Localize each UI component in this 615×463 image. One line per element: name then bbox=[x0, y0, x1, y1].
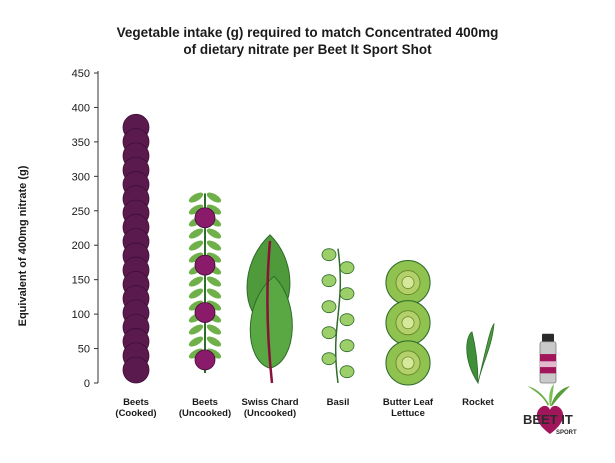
bar-beets-uncooked-leaf bbox=[188, 300, 204, 311]
bar-beets-cooked-segment bbox=[122, 356, 150, 384]
x-tick-label-line1: Butter Leaf bbox=[382, 397, 434, 408]
y-tick-label: 300 bbox=[72, 171, 90, 183]
bar-basil-leaf bbox=[339, 339, 355, 353]
bar-beets-uncooked-leaf bbox=[206, 336, 222, 347]
x-tick-label-line1: Rocket bbox=[462, 397, 494, 408]
beet-heart-icon bbox=[536, 405, 564, 434]
y-tick-label: 150 bbox=[72, 275, 90, 287]
bar-basil-leaf bbox=[321, 300, 337, 314]
x-tick-label-line1: Swiss Chard bbox=[241, 397, 299, 408]
bar-sport-shot-cap bbox=[542, 333, 554, 342]
bar-basil-leaf bbox=[339, 287, 355, 301]
x-tick-label: Beets (Uncooked) bbox=[160, 397, 250, 419]
bar-basil-leaf bbox=[321, 274, 337, 288]
bar-butter-lettuce-core bbox=[401, 356, 415, 370]
x-tick-label: Butter Leaf Lettuce bbox=[363, 397, 453, 419]
y-tick-label: 400 bbox=[72, 102, 90, 114]
bar-beets-uncooked-bulb bbox=[194, 349, 216, 371]
bar-beets-uncooked-leaf bbox=[188, 204, 204, 215]
bar-beets-uncooked-leaf bbox=[188, 252, 204, 263]
bar-rocket-leaf bbox=[477, 322, 495, 384]
x-tick-label-line1: Beets bbox=[123, 397, 149, 408]
y-tick-label: 450 bbox=[72, 68, 90, 80]
bar-rocket-leaf bbox=[466, 331, 479, 385]
bar-beets-uncooked-leaf bbox=[206, 276, 222, 287]
beet-it-sport-logo: BEET IT SPORT bbox=[523, 384, 577, 436]
bar-basil-leaf bbox=[321, 352, 337, 366]
bar-beets-uncooked-leaf bbox=[188, 336, 204, 347]
bar-beets-uncooked-leaf bbox=[188, 288, 204, 299]
bar-beets-uncooked-leaf bbox=[206, 288, 222, 299]
x-tick-label-line2: (Uncooked) bbox=[178, 408, 232, 419]
bar-beets-uncooked-leaf bbox=[188, 276, 204, 287]
y-tick-label: 350 bbox=[72, 137, 90, 149]
bar-sport-shot-label-band bbox=[540, 361, 556, 368]
x-tick-label: Swiss Chard (Uncooked) bbox=[225, 397, 315, 419]
bar-swiss-chard-stem bbox=[266, 240, 274, 384]
x-tick-label: Beets (Cooked) bbox=[91, 397, 181, 419]
bar-beets-uncooked-leaf bbox=[188, 192, 204, 203]
y-tick-label: 0 bbox=[84, 378, 90, 390]
logo-sub-text: SPORT bbox=[556, 430, 577, 436]
bar-basil-leaf bbox=[339, 261, 355, 275]
x-tick-label-line1: Basil bbox=[326, 397, 350, 408]
y-tick-label: 100 bbox=[72, 309, 90, 321]
beet-leaves-icon bbox=[528, 384, 570, 406]
chart-title-line2: of dietary nitrate per Beet It Sport Sho… bbox=[183, 42, 432, 57]
bar-beets-uncooked-bulb bbox=[194, 254, 216, 276]
bar-beets-uncooked-bulb bbox=[194, 207, 216, 229]
bar-beets-uncooked-leaf bbox=[206, 192, 222, 203]
bar-basil-leaf bbox=[321, 326, 337, 340]
y-tick-label: 250 bbox=[72, 206, 90, 218]
x-tick-label-line2: (Cooked) bbox=[115, 408, 157, 419]
x-tick-label-line2: Lettuce bbox=[391, 408, 425, 419]
bar-beets-uncooked-leaf bbox=[206, 252, 222, 263]
y-tick-label: 50 bbox=[78, 344, 90, 356]
bar-beets-uncooked-leaf bbox=[206, 300, 222, 311]
bar-beets-uncooked-bulb bbox=[194, 302, 216, 323]
bar-basil-leaf bbox=[339, 313, 355, 327]
bar-beets-uncooked-leaf bbox=[188, 240, 204, 251]
bar-basil-leaf bbox=[339, 365, 355, 379]
bar-basil-leaf bbox=[321, 248, 337, 262]
bar-basil-stem bbox=[335, 248, 341, 384]
bar-butter-lettuce-core bbox=[401, 276, 415, 289]
bar-beets-uncooked-leaf bbox=[206, 228, 222, 239]
bar-beets-uncooked-leaf bbox=[206, 240, 222, 251]
x-tick-label-line1: Beets bbox=[192, 397, 218, 408]
bar-butter-lettuce-core bbox=[401, 316, 415, 330]
logo-brand-text: BEET IT bbox=[523, 412, 573, 427]
bar-beets-uncooked-leaf bbox=[206, 324, 222, 335]
bar-beets-uncooked-leaf bbox=[188, 324, 204, 335]
bar-beets-uncooked-leaf bbox=[206, 204, 222, 215]
chart-title-line1: Vegetable intake (g) required to match C… bbox=[116, 25, 499, 40]
y-tick-label: 200 bbox=[72, 240, 90, 252]
x-tick-label: Basil bbox=[293, 397, 383, 408]
x-tick-label-line2: (Uncooked) bbox=[243, 408, 297, 419]
bar-beets-uncooked-leaf bbox=[188, 228, 204, 239]
x-tick-label: Rocket bbox=[433, 397, 523, 408]
